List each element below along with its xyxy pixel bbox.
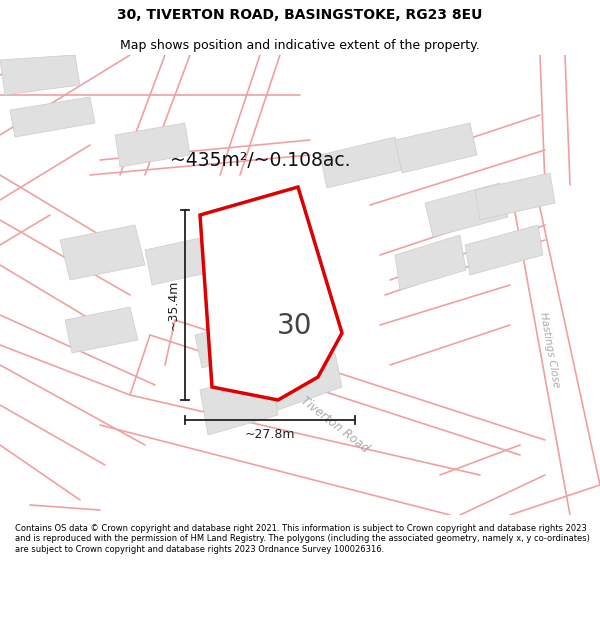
Polygon shape [425,183,508,237]
Polygon shape [145,238,207,285]
Polygon shape [200,370,278,435]
Polygon shape [395,123,477,173]
Polygon shape [320,137,402,188]
Text: Contains OS data © Crown copyright and database right 2021. This information is : Contains OS data © Crown copyright and d… [15,524,590,554]
Polygon shape [395,235,466,290]
Polygon shape [200,187,342,400]
Polygon shape [465,225,543,275]
Polygon shape [0,55,80,95]
Polygon shape [10,97,95,137]
Text: Hastings Close: Hastings Close [538,311,562,389]
Text: ~27.8m: ~27.8m [245,429,295,441]
Text: 30, TIVERTON ROAD, BASINGSTOKE, RG23 8EU: 30, TIVERTON ROAD, BASINGSTOKE, RG23 8EU [118,8,482,22]
Polygon shape [65,307,138,353]
Polygon shape [115,123,190,167]
Text: Tiverton Road: Tiverton Road [298,394,371,456]
Polygon shape [195,320,262,368]
Text: 30: 30 [277,312,313,341]
Polygon shape [60,225,145,280]
Text: Map shows position and indicative extent of the property.: Map shows position and indicative extent… [120,39,480,52]
Polygon shape [475,173,555,220]
Text: ~35.4m: ~35.4m [167,280,179,330]
Polygon shape [270,353,342,410]
Text: ~435m²/~0.108ac.: ~435m²/~0.108ac. [170,151,350,169]
